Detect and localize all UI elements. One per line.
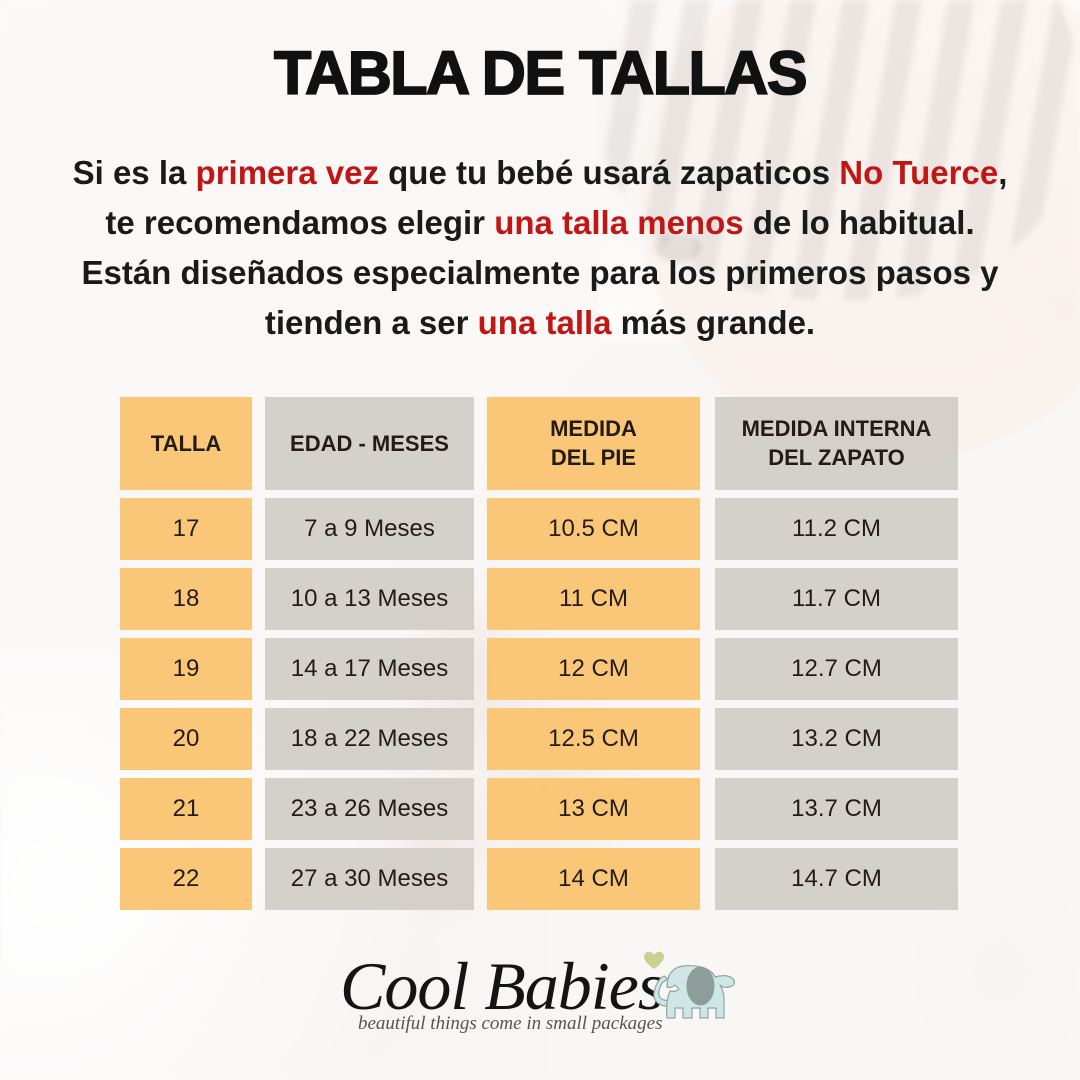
svg-text:beautiful things come in small: beautiful things come in small packages <box>358 1013 662 1034</box>
